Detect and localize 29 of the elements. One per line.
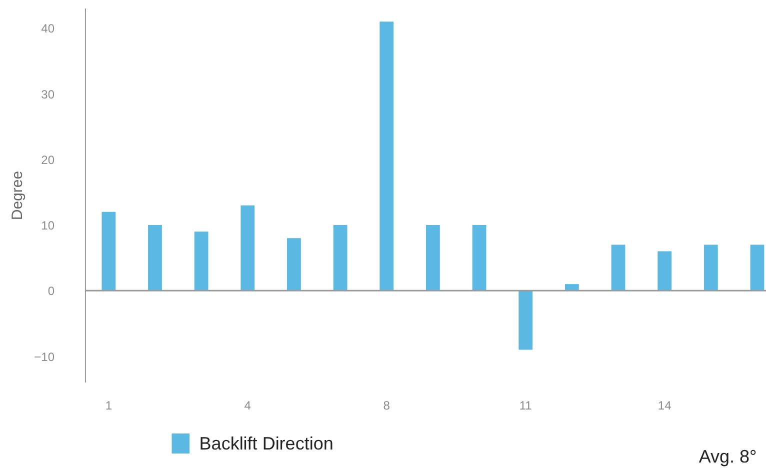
legend-label: Backlift Direction <box>199 434 334 454</box>
text: Avg. 8° <box>698 446 757 466</box>
y-tick-label: −10 <box>34 350 55 364</box>
bar <box>240 205 255 291</box>
y-axis-title: Degree <box>9 170 26 220</box>
x-tick-label: 1 <box>105 398 112 412</box>
bar <box>426 225 440 291</box>
y-tick-label: 20 <box>41 152 55 167</box>
bar <box>750 244 764 291</box>
bar <box>333 225 348 291</box>
bar <box>102 212 116 291</box>
bar <box>148 225 162 291</box>
bar <box>287 238 301 291</box>
x-tick-label: 11 <box>519 398 532 412</box>
bar <box>194 232 208 291</box>
bar <box>658 251 672 291</box>
y-tick-label: 10 <box>41 218 55 233</box>
x-tick-label: 8 <box>383 398 390 412</box>
y-tick-label: 0 <box>48 284 55 298</box>
bar <box>472 225 486 291</box>
bar <box>611 244 626 291</box>
bar <box>564 284 579 291</box>
bar <box>380 22 394 291</box>
bar <box>518 290 533 350</box>
bar <box>704 244 718 291</box>
y-tick-label: 30 <box>41 87 55 102</box>
y-tick-label: 40 <box>41 22 55 36</box>
x-tick-label: 14 <box>658 398 672 412</box>
x-tick-label: 4 <box>244 398 252 412</box>
